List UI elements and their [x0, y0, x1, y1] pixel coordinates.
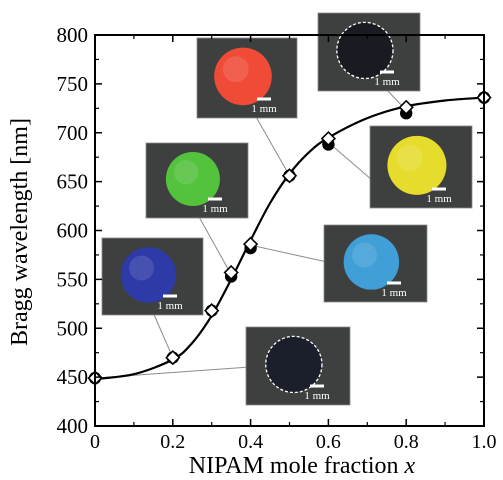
y-tick-label: 550	[57, 267, 89, 291]
x-tick-label: 0	[90, 431, 100, 453]
data-point-open-diamond	[281, 168, 298, 184]
scale-label: 1 mm	[157, 300, 183, 312]
inset-leader-line	[328, 142, 373, 181]
photo-inset: 1 mm	[101, 237, 204, 316]
x-axis-label: NIPAM mole fraction x	[189, 453, 416, 479]
y-tick-label: 500	[57, 316, 89, 340]
gel-disc	[387, 135, 447, 195]
x-tick-label: 1.0	[472, 431, 497, 453]
y-tick-label: 800	[57, 23, 89, 47]
inset-leader-line	[254, 114, 290, 177]
data-point-open-diamond	[204, 303, 220, 319]
scale-label: 1 mm	[304, 390, 330, 402]
gel-disc	[120, 247, 177, 303]
gel-disc-dashed-outline	[336, 21, 394, 80]
gel-disc-highlight	[222, 56, 249, 83]
photo-insets: 1 mm 1 mm 1 mm 1 mm 1 mm 1 mm 1 mm	[101, 12, 473, 406]
gel-disc	[343, 234, 400, 290]
inset-leader-line	[151, 309, 174, 358]
photo-inset: 1 mm	[323, 224, 428, 303]
scale-label: 1 mm	[426, 193, 452, 205]
axes: 400 450 500 550 600 650 700 750 800 0 0.2 0.4 0.6 0.8…	[57, 23, 497, 453]
scale-label: 1 mm	[251, 103, 277, 115]
gel-disc-highlight	[396, 144, 423, 172]
gel-disc	[165, 152, 220, 206]
photo-inset: 1 mm	[196, 37, 298, 119]
y-tick-label: 450	[57, 365, 89, 389]
fit-curve-layer	[94, 96, 485, 381]
scale-label: 1 mm	[374, 76, 400, 88]
data-point-open-diamond	[165, 349, 181, 366]
gel-disc	[214, 47, 272, 106]
data-point-open-diamond	[320, 130, 337, 147]
y-tick-label: 700	[57, 121, 89, 145]
y-tick-label: 750	[57, 72, 89, 96]
y-tick-label: 600	[57, 219, 89, 243]
x-tick-label: 0.2	[160, 431, 185, 453]
x-tick-label: 0.4	[238, 431, 263, 453]
inset-leader-line	[197, 214, 232, 275]
gel-disc-dashed-outline	[265, 335, 323, 394]
y-axis-label: Bragg wavelength [nm]	[7, 118, 33, 346]
photo-inset: 1 mm	[145, 142, 249, 219]
inset-leader-line	[250, 244, 328, 263]
photo-inset: 1 mm	[245, 326, 351, 406]
scale-label: 1 mm	[202, 203, 228, 215]
photo-inset: 1 mm	[317, 12, 421, 92]
gel-disc-highlight	[174, 160, 199, 185]
y-tick-label: 400	[57, 414, 89, 438]
photo-inset: 1 mm	[369, 125, 473, 209]
x-tick-label: 0.8	[394, 431, 419, 453]
data-point-open-diamond	[398, 99, 414, 115]
fit-curve	[94, 96, 485, 381]
data-point-open-diamond	[223, 264, 239, 281]
x-tick-label: 0.6	[316, 431, 341, 453]
scale-label: 1 mm	[381, 287, 407, 299]
gel-disc-highlight	[351, 242, 377, 268]
y-tick-label: 650	[57, 170, 89, 194]
data-point-open-diamond	[242, 236, 259, 252]
gel-disc-highlight	[129, 255, 155, 281]
